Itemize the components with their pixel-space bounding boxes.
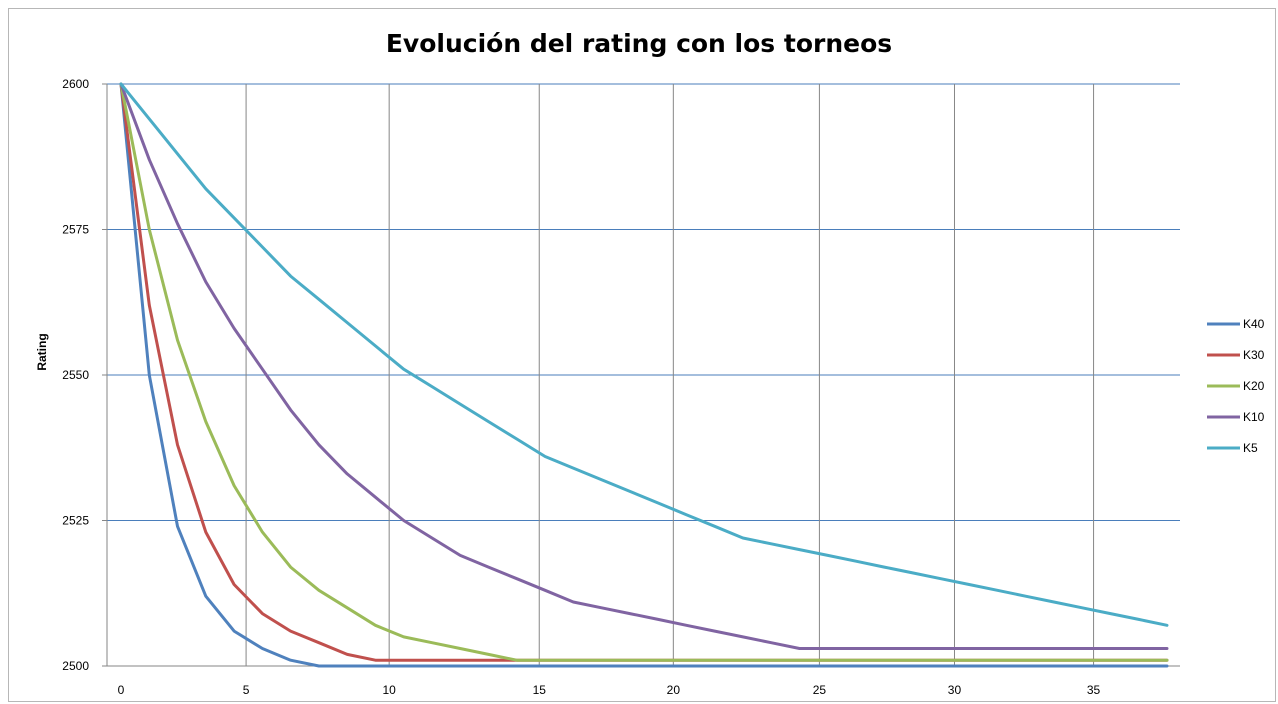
- y-tick-label: 2525: [62, 514, 89, 528]
- legend: K40 K30 K20 K10 K5: [1207, 317, 1265, 455]
- legend-label-k20: K20: [1243, 379, 1265, 393]
- y-tick-labels: 2500 2525 2550 2575 2600: [62, 77, 89, 673]
- y-tick-label: 2600: [62, 77, 89, 91]
- y-tick-label: 2550: [62, 368, 89, 382]
- series-line-k20: [119, 82, 1169, 662]
- series-lines: [119, 82, 1169, 668]
- legend-label-k5: K5: [1243, 441, 1258, 455]
- x-tick-label: 5: [243, 683, 250, 697]
- legend-label-k30: K30: [1243, 348, 1265, 362]
- chart-area: [8, 8, 1276, 702]
- series-line-k10: [119, 82, 1169, 650]
- y-tick-label: 2575: [62, 223, 89, 237]
- chart-title: Evolución del rating con los torneos: [385, 29, 893, 58]
- legend-label-k10: K10: [1243, 410, 1265, 424]
- y-tick-label: 2500: [62, 659, 89, 673]
- x-tick-label: 10: [382, 683, 396, 697]
- series-line-k30: [119, 82, 1169, 662]
- gridlines: [107, 83, 1180, 666]
- x-tick-labels: 0 5 10 15 20 25 30 35: [118, 683, 1101, 697]
- x-tick-label: 15: [533, 683, 547, 697]
- series-line-k40: [119, 82, 1169, 668]
- x-tick-label: 30: [948, 683, 962, 697]
- x-tick-label: 0: [118, 683, 125, 697]
- x-tick-label: 25: [813, 683, 827, 697]
- series-line-k5: [119, 82, 1169, 627]
- x-tick-label: 35: [1087, 683, 1101, 697]
- x-tick-label: 20: [667, 683, 681, 697]
- legend-label-k40: K40: [1243, 317, 1265, 331]
